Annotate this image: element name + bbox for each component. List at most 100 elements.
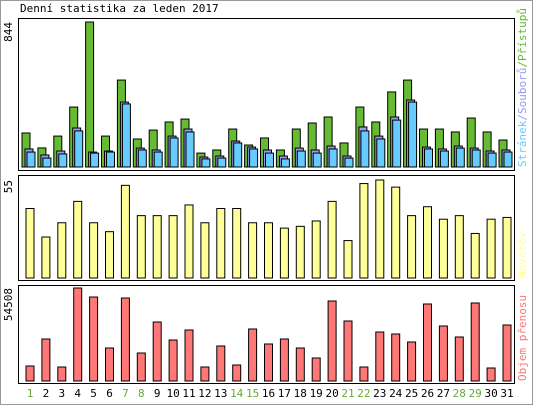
panel [18, 285, 515, 384]
legend-separator: / [516, 114, 529, 121]
bar [502, 216, 512, 279]
bar [439, 150, 449, 168]
legend-entry: Souborů [516, 68, 529, 114]
x-tick-label: 13 [214, 387, 227, 400]
bar [328, 148, 338, 168]
x-tick-label: 7 [122, 387, 129, 400]
legend: Návštěv [516, 231, 529, 278]
x-tick-label: 25 [405, 387, 418, 400]
legend: Objem přenosu [516, 295, 529, 381]
x-tick-label: 19 [310, 387, 323, 400]
bar [327, 300, 337, 382]
bar [152, 321, 162, 382]
panel [18, 18, 515, 171]
x-tick-label: 12 [198, 387, 211, 400]
bar [344, 157, 354, 168]
bar [359, 366, 369, 382]
x-tick-label: 30 [484, 387, 497, 400]
bar [106, 151, 115, 168]
bar [327, 200, 337, 279]
bar [312, 152, 322, 168]
legend-separator: / [516, 61, 529, 68]
bar [470, 232, 480, 279]
bar [343, 240, 353, 279]
bar [89, 296, 99, 382]
bar [407, 341, 417, 382]
legend-entry: Objem přenosu [516, 295, 529, 381]
x-tick-label: 2 [43, 387, 50, 400]
bar [486, 367, 496, 382]
y-tick-label: 844 [2, 22, 15, 42]
bar [391, 186, 401, 279]
bar [264, 343, 273, 382]
bar [184, 329, 194, 382]
bar [407, 215, 417, 279]
x-tick-label: 18 [294, 387, 307, 400]
bar [232, 364, 242, 382]
bar [73, 200, 83, 279]
bar [168, 215, 178, 279]
bar [216, 208, 226, 279]
x-tick-label: 14 [230, 387, 244, 400]
bar [359, 183, 369, 279]
bar [25, 208, 35, 279]
bar [279, 338, 289, 382]
bar [470, 302, 480, 382]
bar [423, 206, 432, 279]
bar [392, 119, 402, 168]
x-tick-label: 26 [421, 387, 434, 400]
x-tick-label: 24 [389, 387, 403, 400]
bar [168, 339, 178, 382]
bar [424, 148, 433, 168]
x-tick-label: 9 [154, 387, 161, 400]
bar [85, 21, 95, 168]
bar [279, 227, 289, 279]
bar [264, 222, 273, 279]
bar [391, 333, 401, 382]
x-tick-label: 17 [278, 387, 291, 400]
bar [201, 158, 211, 168]
bar [58, 153, 68, 168]
y-tick-label: 54508 [2, 288, 15, 321]
bar [120, 297, 130, 382]
bar [232, 208, 242, 279]
bar [90, 152, 100, 168]
bar [74, 130, 84, 168]
bar [311, 220, 321, 279]
bar [248, 328, 258, 382]
bar [454, 215, 464, 279]
bar [296, 150, 306, 168]
bar [185, 131, 195, 168]
bar [311, 357, 321, 382]
bar [105, 231, 114, 279]
x-tick-label: 23 [373, 387, 386, 400]
bar [26, 151, 36, 168]
bar [438, 325, 448, 382]
bar [153, 151, 163, 168]
bar [486, 218, 496, 279]
bar [376, 138, 386, 168]
bar [105, 347, 114, 382]
x-tick-label: 10 [166, 387, 179, 400]
legend: Stránek/Souborů/Přístupů [516, 8, 529, 167]
y-tick-label: 55 [2, 180, 15, 193]
bar [25, 365, 35, 382]
panel [18, 175, 515, 281]
x-tick-label: 22 [357, 387, 370, 400]
x-tick-label: 15 [246, 387, 259, 400]
bar [120, 184, 130, 279]
bar [487, 152, 497, 168]
bar [216, 345, 226, 382]
bar [184, 204, 194, 279]
bar [295, 347, 305, 382]
bar [121, 103, 131, 168]
bar [73, 287, 83, 382]
x-tick-label: 5 [90, 387, 97, 400]
bar [295, 225, 305, 279]
legend-entry: Stránek [516, 120, 529, 167]
bar [360, 130, 370, 168]
bar [455, 147, 465, 168]
bar [233, 142, 243, 168]
x-tick-label: 1 [27, 387, 34, 400]
bar [423, 303, 432, 382]
